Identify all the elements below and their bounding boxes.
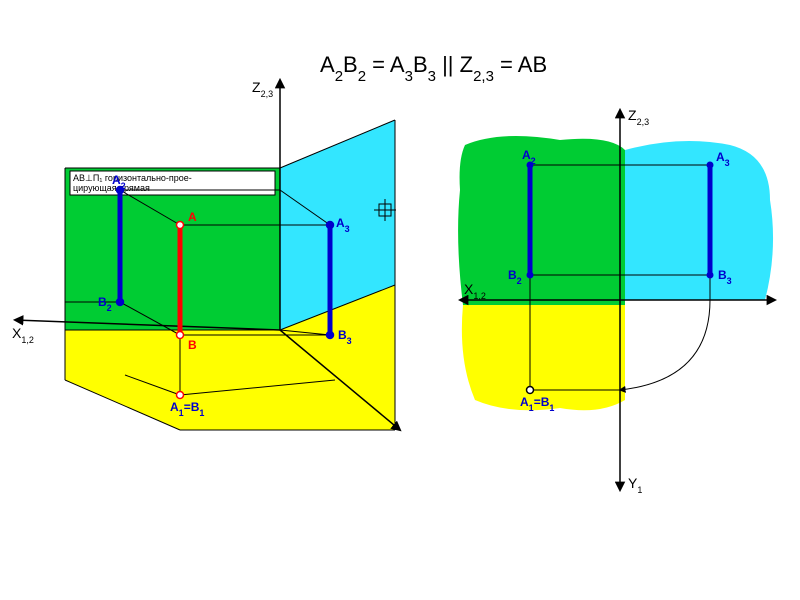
label-A1B1-right: A1=B1: [520, 395, 554, 413]
descriptive-geometry-diagram: A2B2 = A3B3 || Z2,3 = AB Z2,3 X1,2 АВ⊥П₁ го…: [0, 0, 800, 600]
label-B-left: B: [188, 338, 197, 352]
right-plane-frontal: [458, 136, 625, 305]
right-axis-z-label: Z2,3: [628, 107, 649, 127]
right-axis-y-label: Y1: [628, 475, 642, 495]
point-B2: [117, 299, 124, 306]
label-A-left: A: [188, 210, 197, 224]
point-A3: [327, 222, 334, 229]
left-axis-x-label: X1,2: [12, 325, 34, 345]
right-rotation-arc: [620, 300, 710, 390]
point-B3: [327, 332, 334, 339]
formula-text: A2B2 = A3B3 || Z2,3 = AB: [320, 52, 547, 85]
left-axis-z-label: Z2,3: [252, 79, 273, 99]
left-caption-line1: АВ⊥П₁ горизонтально-прое-: [73, 173, 192, 183]
